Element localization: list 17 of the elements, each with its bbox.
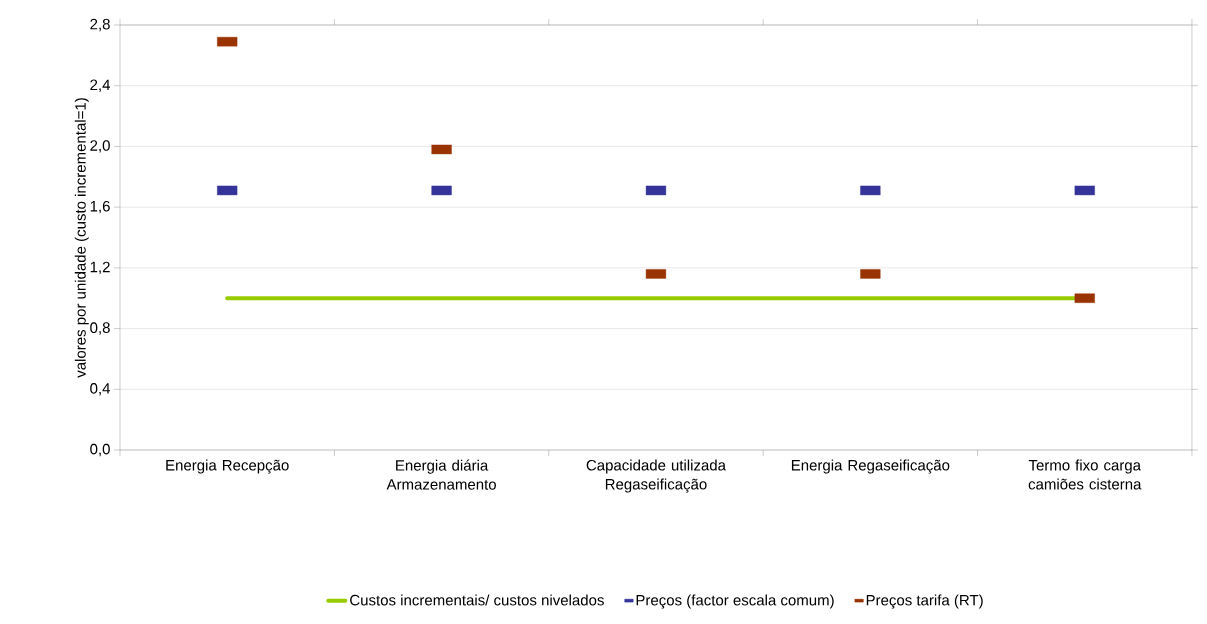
legend-label: Custos incrementais/ custos nivelados	[350, 594, 604, 606]
y-tick-label: 0,4	[90, 383, 111, 396]
x-tick-label: Capacidade utilizada Regaseificação	[586, 459, 726, 493]
y-tick-label: 0,0	[90, 443, 110, 457]
legend-label: Preços tarifa (RT)	[866, 594, 983, 609]
x-tick-label: Energia Recepção	[166, 459, 289, 474]
x-tick-label: Termo fixo carga camiões cisterna	[1028, 459, 1142, 490]
y-tick-label: 2,4	[90, 79, 111, 92]
y-tick-label: 0,8	[90, 322, 110, 335]
y-tick-label: 1,6	[90, 200, 110, 214]
x-tick-label: Energia diária Armazenamento	[386, 459, 496, 490]
y-tick-label: 1,2	[90, 261, 110, 275]
y-tick-label: 2,0	[90, 140, 110, 153]
legend-label: Preços (factor escala comum)	[636, 594, 834, 609]
y-tick-label: 2,8	[90, 18, 110, 32]
y-axis-title: valores por unidade (custo incremental=1)	[74, 98, 89, 378]
x-tick-label: Energia Regaseificação	[791, 459, 950, 474]
